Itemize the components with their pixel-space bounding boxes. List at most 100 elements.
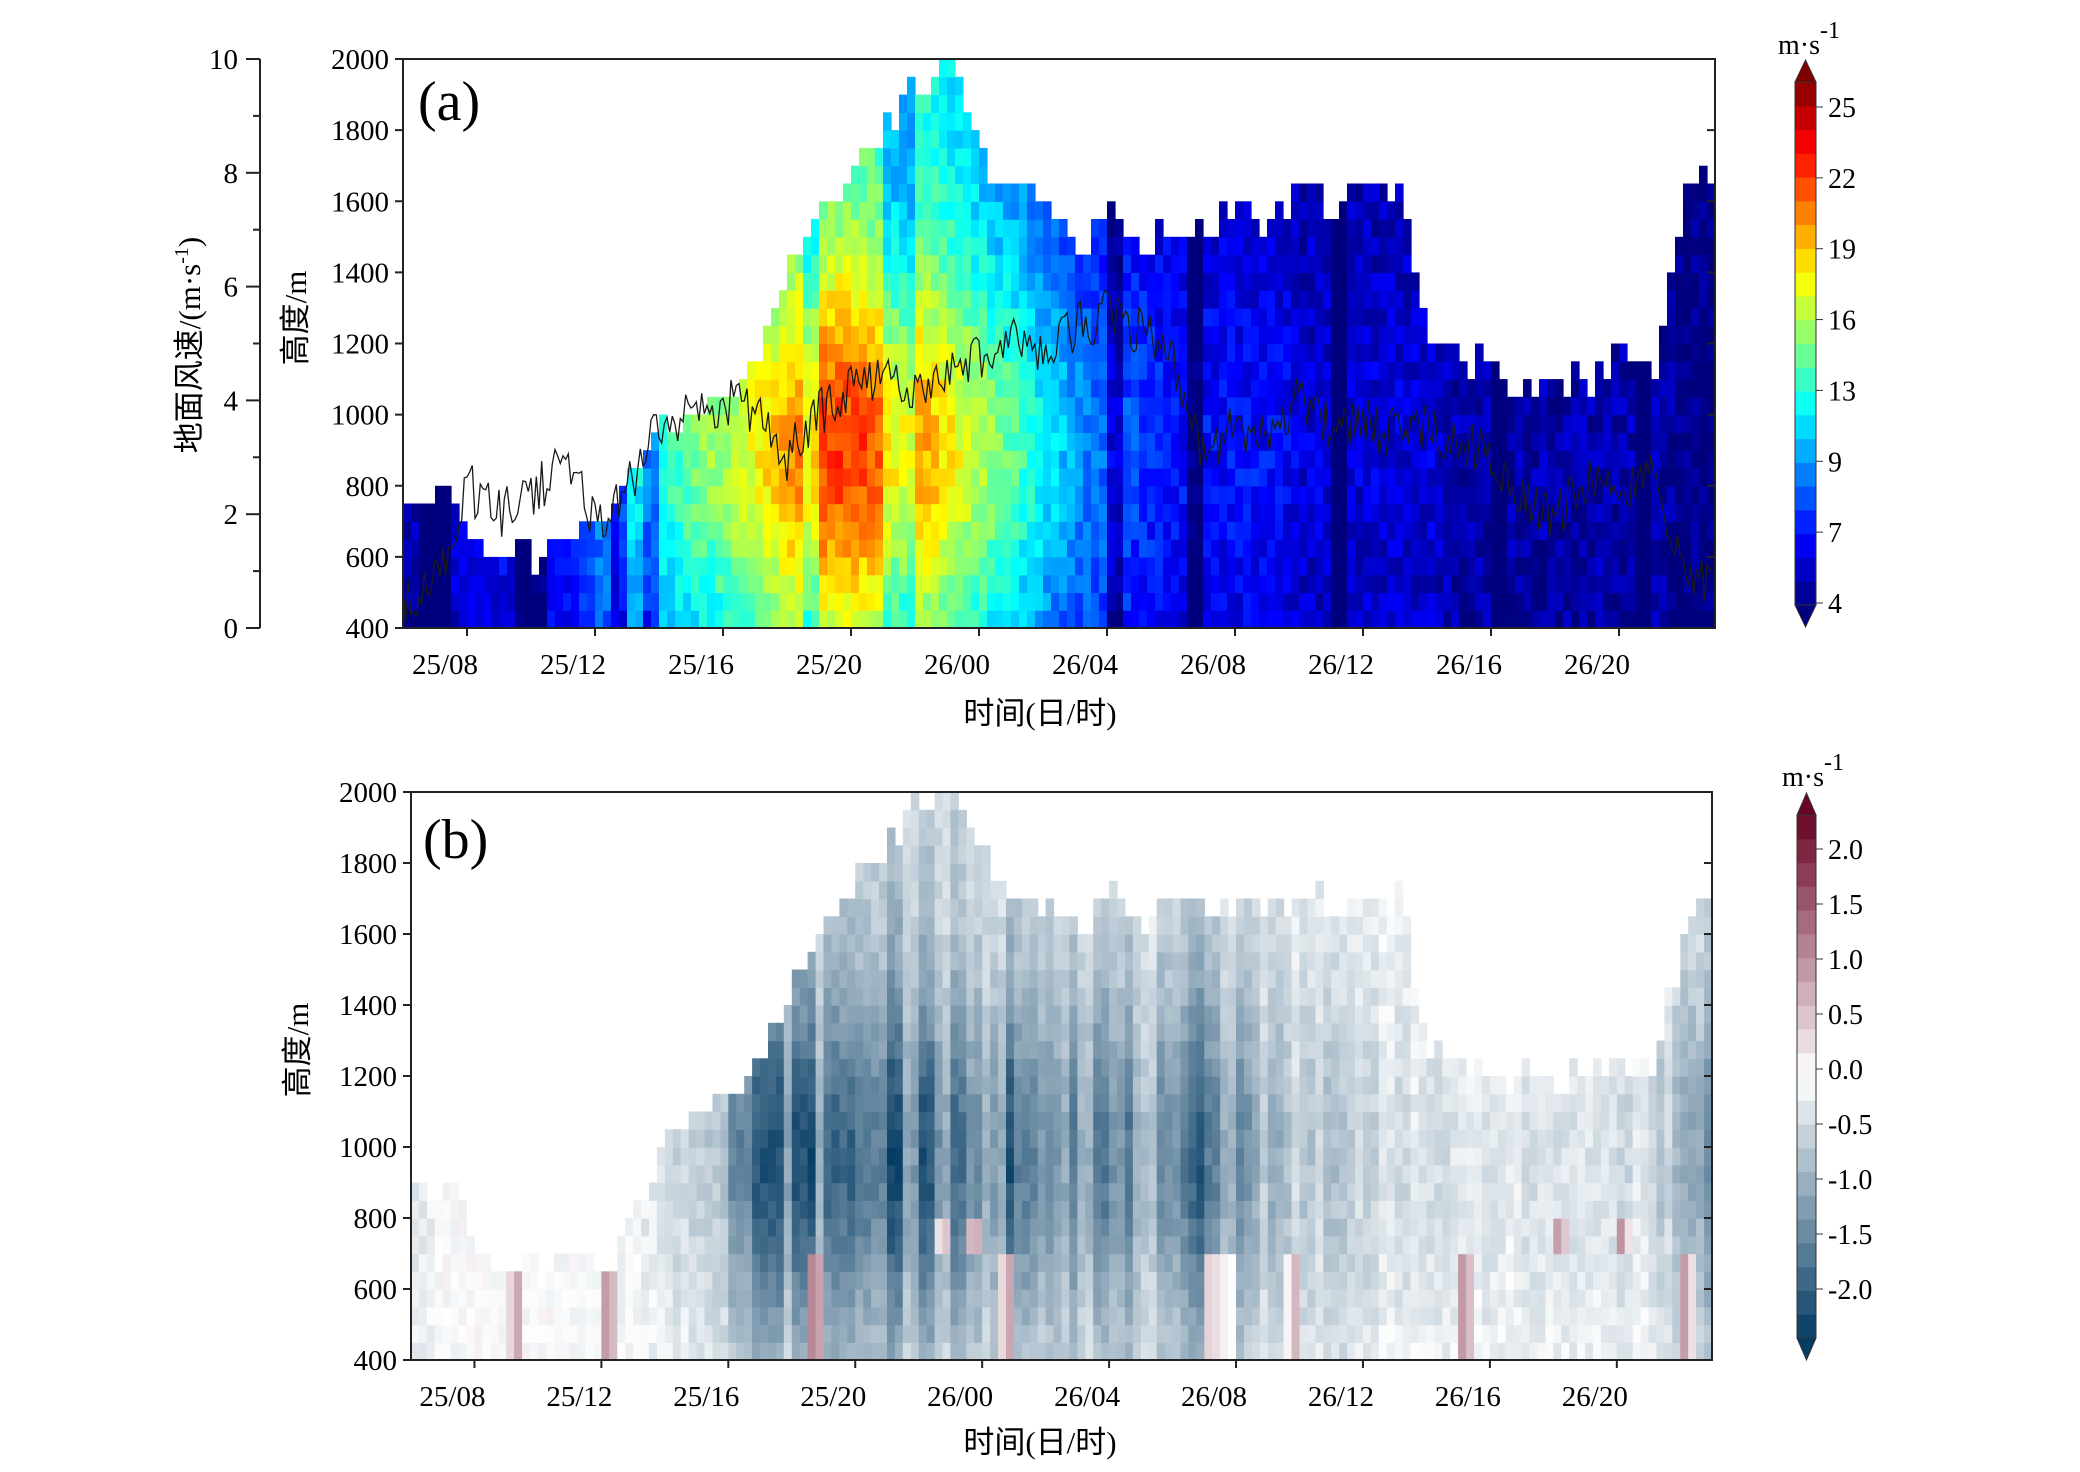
heat-cell: [411, 539, 420, 558]
heat-cell: [963, 521, 972, 540]
heat-cell: [1021, 1235, 1031, 1255]
heat-cell: [1180, 987, 1189, 1006]
heat-cell: [1219, 236, 1228, 256]
heat-cell: [659, 432, 668, 451]
heat-cell: [1379, 539, 1388, 558]
heat-cell: [1507, 556, 1516, 576]
heat-cell: [625, 1324, 634, 1343]
heat-cell: [1515, 468, 1524, 487]
heat-cell: [1315, 219, 1324, 238]
heat-cell: [1371, 556, 1380, 576]
heat-cell: [1515, 592, 1524, 611]
heat-cell: [1547, 610, 1556, 629]
heat-cell: [1547, 574, 1556, 594]
heat-cell: [823, 934, 832, 953]
heat-cell: [891, 130, 900, 149]
heat-cell: [1443, 592, 1452, 611]
heat-cell: [823, 1076, 832, 1095]
heat-cell: [1075, 290, 1084, 309]
heat-cell: [871, 934, 880, 953]
heat-cell: [1123, 343, 1132, 362]
heat-cell: [963, 485, 972, 505]
heat-cell: [1180, 951, 1189, 971]
heat-cell: [1219, 272, 1228, 291]
heat-cell: [787, 290, 796, 309]
heat-cell: [1059, 592, 1068, 611]
heat-cell: [1627, 592, 1636, 611]
heat-cell: [910, 845, 920, 864]
heat-cell: [934, 827, 944, 846]
heat-cell: [871, 1342, 880, 1361]
heat-cell: [918, 1058, 928, 1077]
heat-cell: [955, 379, 964, 398]
heat-cell: [1379, 290, 1388, 309]
heat-cell: [1251, 485, 1260, 505]
heat-cell: [803, 521, 812, 540]
heat-cell: [863, 1271, 872, 1290]
heat-cell: [1179, 325, 1188, 345]
heat-cell: [891, 379, 900, 398]
heat-cell: [1204, 1342, 1213, 1361]
heat-cell: [1067, 503, 1076, 522]
heat-cell: [939, 307, 948, 327]
heat-cell: [1387, 307, 1396, 327]
heat-cell: [1109, 1182, 1118, 1201]
heat-cell: [1475, 343, 1484, 362]
heat-cell: [1251, 379, 1260, 398]
heat-cell: [1323, 379, 1332, 398]
heat-cell: [1204, 1289, 1213, 1308]
heat-cell: [728, 1093, 737, 1113]
colorbar-tick-label: 22: [1828, 164, 1856, 195]
heat-cell: [1707, 556, 1716, 576]
heat-cell: [1235, 539, 1244, 558]
heat-cell: [851, 165, 860, 185]
heat-cell: [1691, 201, 1700, 220]
heat-cell: [1099, 343, 1108, 362]
heat-cell: [835, 556, 844, 576]
heat-cell: [974, 1111, 983, 1130]
heat-cell: [1259, 290, 1268, 309]
x-tick-label: 25/08: [412, 649, 478, 681]
heat-cell: [699, 574, 708, 594]
heat-cell: [1555, 414, 1564, 433]
heat-cell: [1283, 343, 1292, 362]
heat-cell: [569, 1306, 579, 1326]
heat-cell: [426, 1306, 436, 1326]
heat-cell: [1109, 1324, 1118, 1343]
heat-cell: [990, 1218, 999, 1237]
heat-cell: [871, 1200, 880, 1219]
heat-cell: [768, 1164, 777, 1184]
heat-cell: [1091, 272, 1100, 291]
heat-cell: [458, 1306, 468, 1326]
heat-cell: [1148, 1235, 1158, 1255]
heat-cell: [950, 1306, 959, 1326]
heat-cell: [1251, 539, 1260, 558]
heat-cell: [1339, 396, 1348, 416]
heat-cell: [1579, 503, 1588, 522]
heat-cell: [1331, 432, 1340, 451]
heat-cell: [619, 485, 628, 505]
heat-cell: [979, 272, 988, 291]
heat-cell: [411, 503, 420, 522]
heat-cell: [855, 1218, 864, 1237]
heat-cell: [1595, 592, 1604, 611]
heat-cell: [923, 610, 932, 629]
heat-cell: [891, 414, 900, 433]
heat-cell: [863, 1040, 872, 1059]
heat-cell: [963, 236, 972, 256]
heat-cell: [939, 165, 948, 185]
heat-cell: [1061, 1182, 1070, 1201]
heat-cell: [855, 1306, 864, 1326]
heat-cell: [1403, 379, 1412, 398]
heat-cell: [571, 539, 580, 558]
heat-cell: [883, 450, 892, 469]
heat-cell: [1571, 379, 1580, 398]
heat-cell: [1051, 592, 1060, 611]
heat-cell: [879, 1111, 888, 1130]
heat-cell: [1363, 290, 1372, 309]
heat-cell: [1212, 1076, 1221, 1095]
heat-cell: [1101, 1147, 1110, 1166]
heat-cell: [1235, 521, 1244, 540]
heat-cell: [1140, 1182, 1150, 1201]
heat-cell: [1155, 450, 1164, 469]
